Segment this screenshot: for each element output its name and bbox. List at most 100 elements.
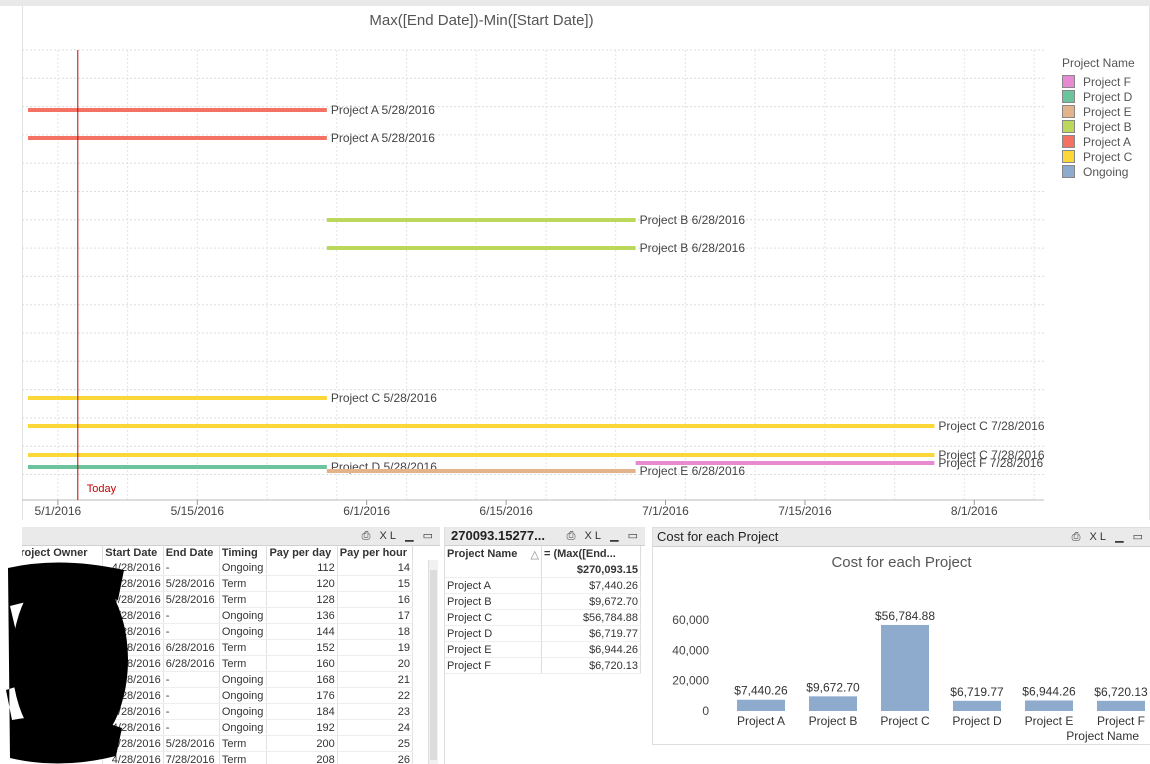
table-row[interactable]: Project F $6,720.13 (445, 657, 641, 674)
minimize-icon[interactable]: ▁ (405, 530, 417, 542)
table-row[interactable]: Project D $6,719.77 (445, 625, 641, 642)
detail-cell: 6/28/2016 (163, 639, 220, 656)
detail-col-header[interactable]: Start Date (102, 545, 164, 560)
gantt-x-tick-label: 8/1/2016 (951, 504, 998, 518)
legend-item[interactable]: Project E (1062, 104, 1150, 119)
detail-cell: Term (219, 639, 268, 656)
cost-bar[interactable] (1097, 700, 1145, 711)
gantt-bar[interactable] (635, 461, 935, 465)
cost-bar[interactable] (809, 696, 857, 711)
print-icon[interactable]: ⎙ (361, 530, 374, 542)
detail-col-header[interactable]: ne Project Owner (22, 545, 104, 560)
gantt-bar-label: Project B 6/28/2016 (640, 241, 746, 255)
summary-col-value[interactable]: = (Max([End... (541, 546, 641, 562)
table-row[interactable]: Project E $6,944.26 (445, 641, 641, 658)
detail-col-header[interactable]: Pay per hour (337, 545, 414, 560)
detail-cell: 120 (266, 575, 338, 592)
legend-label: Project F (1083, 74, 1132, 89)
gantt-bar[interactable] (28, 424, 935, 428)
detail-cell: 26 (337, 751, 414, 764)
maximize-icon[interactable]: ▭ (422, 530, 436, 542)
legend-item[interactable]: Project C (1062, 149, 1150, 164)
legend-item[interactable]: Project A (1062, 134, 1150, 149)
cost-chart-panel: Cost for each Project ⎙ XL ▁ ▭ Cost for … (652, 527, 1150, 745)
detail-cell: 20 (337, 655, 414, 672)
legend-item[interactable]: Project B (1062, 119, 1150, 134)
table-row[interactable]: Project B $9,672.70 (445, 593, 641, 610)
cost-y-tick-label: 20,000 (672, 674, 709, 688)
cost-bar[interactable] (737, 699, 785, 711)
legend-label: Ongoing (1083, 164, 1129, 179)
legend-label: Project E (1083, 104, 1132, 119)
gantt-bar-label: Project B 6/28/2016 (640, 213, 746, 227)
cost-bar[interactable] (1025, 700, 1073, 711)
gantt-bar[interactable] (28, 136, 327, 140)
gantt-bar[interactable] (28, 108, 327, 112)
detail-col-header[interactable]: Timing (219, 545, 268, 560)
maximize-icon[interactable]: ▭ (627, 530, 641, 542)
excel-export-icon[interactable]: XL (1089, 531, 1109, 543)
gantt-x-tick-label: 7/15/2016 (778, 504, 832, 518)
detail-cell: 192 (266, 719, 338, 736)
cost-x-tick-label: Project F (1097, 714, 1145, 728)
legend-swatch (1062, 165, 1075, 178)
detail-cell: 176 (266, 687, 338, 704)
legend-item[interactable]: Project D (1062, 89, 1150, 104)
gantt-chart: 5/1/2016 5/15/2016 6/1/2016 6/15/2016 7/1/20… (22, 49, 1045, 518)
gantt-bar[interactable] (326, 246, 636, 250)
detail-cell: 22 (337, 687, 414, 704)
detail-cell: 19 (337, 639, 414, 656)
excel-export-icon[interactable]: XL (379, 530, 399, 542)
excel-export-icon[interactable]: XL (584, 530, 604, 542)
detail-cell: 200 (266, 735, 338, 752)
gantt-bar[interactable] (28, 453, 935, 457)
cost-x-tick-label: Project A (737, 714, 785, 728)
minimize-icon[interactable]: ▁ (610, 530, 622, 542)
legend-title: Project Name (1062, 56, 1135, 70)
gantt-bar[interactable] (28, 396, 327, 400)
detail-cell: 5/28/2016 (163, 591, 220, 608)
gantt-x-tick-label: 5/15/2016 (171, 504, 225, 518)
cost-bar[interactable] (881, 624, 929, 711)
cost-y-tick-label: 60,000 (672, 613, 709, 627)
gantt-bar[interactable] (326, 469, 636, 473)
table-row[interactable]: 4/28/2016- Ongoing 192 24 (22, 719, 414, 736)
detail-table-scrollbar[interactable] (428, 560, 438, 764)
detail-cell: Ongoing (219, 607, 268, 624)
print-icon[interactable]: ⎙ (566, 530, 579, 542)
detail-cell: Term (219, 751, 268, 764)
sort-icon[interactable]: △ (530, 548, 539, 561)
detail-col-header[interactable]: Pay per day (266, 545, 338, 560)
gantt-bar[interactable] (28, 465, 327, 469)
scrollbar-thumb[interactable] (430, 570, 437, 760)
detail-cell: 144 (266, 623, 338, 640)
detail-cell: - (163, 687, 220, 704)
summary-value-cell: $6,944.26 (541, 641, 641, 658)
print-icon[interactable]: ⎙ (1071, 531, 1084, 543)
table-row[interactable]: 4/28/2016 5/28/2016 Term 128 16 (22, 591, 414, 608)
detail-cell: - (163, 607, 220, 624)
detail-cell: 23 (337, 703, 414, 720)
cost-panel-title: Cost for each Project (657, 529, 779, 544)
detail-cell: 21 (337, 671, 414, 688)
detail-col-header[interactable]: End Date (163, 545, 220, 560)
legend-item[interactable]: Project F (1062, 74, 1150, 89)
cost-bar-value-label: $6,719.77 (950, 685, 1004, 699)
table-row[interactable]: Project C $56,784.88 (445, 609, 641, 626)
gantt-bar[interactable] (326, 218, 636, 222)
maximize-icon[interactable]: ▭ (1132, 531, 1146, 543)
minimize-icon[interactable]: ▁ (1115, 531, 1127, 543)
summary-col-project[interactable]: Project Name △ (445, 546, 542, 562)
cost-bar[interactable] (953, 700, 1001, 711)
legend-swatch (1062, 135, 1075, 148)
gantt-title: Max([End Date])-Min([Start Date]) (369, 12, 594, 29)
detail-cell: 14 (337, 560, 414, 576)
summary-project-cell: Project E (445, 641, 542, 658)
cost-bar-value-label: $6,944.26 (1022, 684, 1076, 698)
legend-item[interactable]: Ongoing (1062, 164, 1150, 179)
detail-cell: 208 (266, 751, 338, 764)
table-row[interactable]: Project A $7,440.26 (445, 577, 641, 594)
cost-x-tick-label: Project E (1025, 714, 1074, 728)
gantt-x-tick-label: 7/1/2016 (642, 504, 689, 518)
detail-cell: 136 (266, 607, 338, 624)
